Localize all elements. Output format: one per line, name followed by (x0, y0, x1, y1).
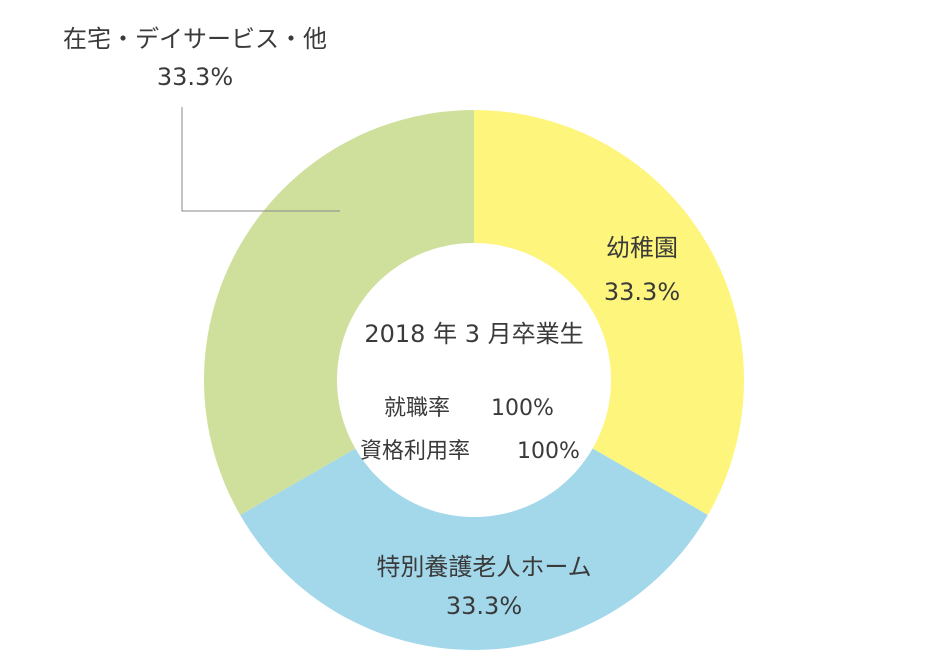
slice-label-home-care: 在宅・デイサービス・他 (63, 25, 327, 53)
slice-value-nursing-home: 33.3% (446, 592, 522, 620)
slice-nursing-home (240, 448, 708, 650)
slice-value-home-care: 33.3% (157, 63, 233, 91)
slice-kindergarten (474, 110, 744, 515)
employment-rate-value: 100% (491, 396, 554, 421)
employment-rate-label: 就職率 (384, 396, 450, 421)
qualification-rate-label: 資格利用率 (360, 439, 470, 464)
slice-label-kindergarten: 幼稚園 (606, 234, 678, 262)
qualification-rate-value: 100% (517, 439, 580, 464)
center-title: 2018 年 3 月卒業生 (364, 320, 583, 348)
slice-label-nursing-home: 特別養護老人ホーム (376, 553, 591, 581)
donut-slices (203, 110, 744, 650)
leader-line (181, 107, 340, 212)
slice-value-kindergarten: 33.3% (604, 278, 680, 306)
